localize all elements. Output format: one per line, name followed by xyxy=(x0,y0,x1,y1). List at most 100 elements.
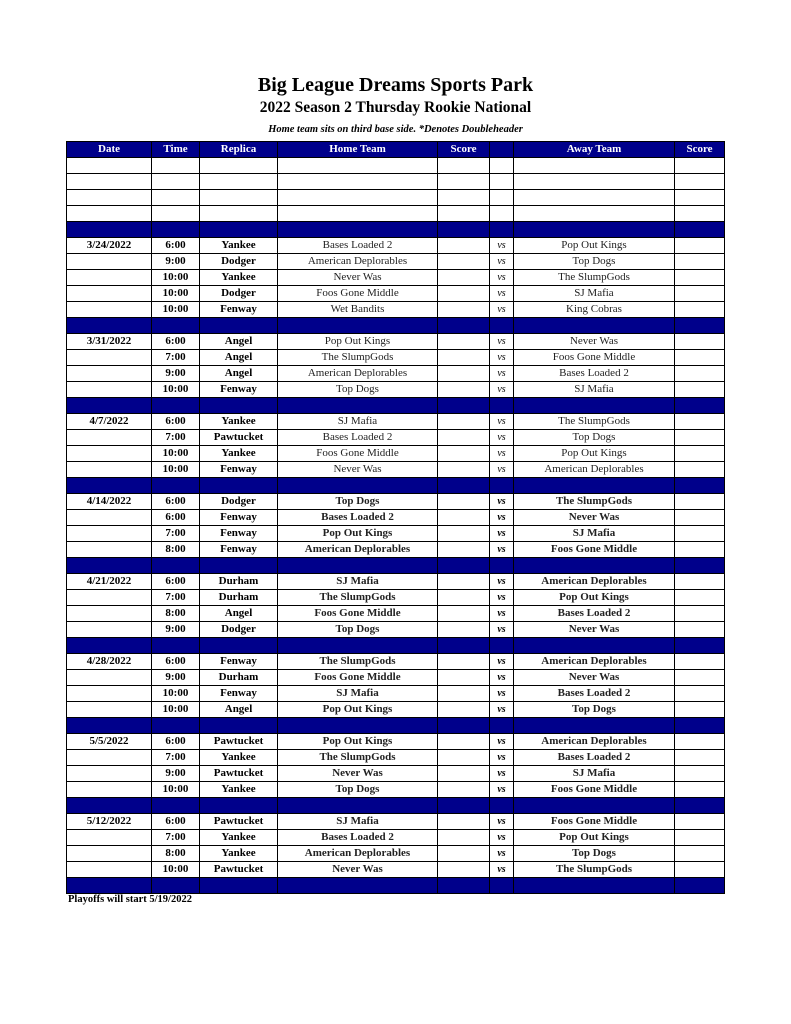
separator-cell xyxy=(437,477,490,494)
home-score-cell xyxy=(437,781,490,798)
blank-cell xyxy=(277,173,438,190)
home-score-cell xyxy=(437,589,490,606)
replica-cell: Yankee xyxy=(199,413,278,430)
blank-cell xyxy=(674,189,725,206)
home-team-cell: The SlumpGods xyxy=(277,589,438,606)
date-cell: 5/12/2022 xyxy=(66,813,152,830)
separator-cell xyxy=(437,221,490,238)
separator-cell xyxy=(66,637,152,654)
vs-cell: vs xyxy=(489,429,514,446)
away-score-cell xyxy=(674,701,725,718)
away-team-cell: Foos Gone Middle xyxy=(513,813,675,830)
separator-cell xyxy=(277,221,438,238)
replica-cell: Yankee xyxy=(199,237,278,254)
away-team-cell: SJ Mafia xyxy=(513,381,675,398)
vs-cell: vs xyxy=(489,445,514,462)
separator-cell xyxy=(513,317,675,334)
date-cell: 4/21/2022 xyxy=(66,573,152,590)
time-cell: 9:00 xyxy=(151,253,200,270)
separator-cell xyxy=(437,877,490,894)
away-team-cell: Foos Gone Middle xyxy=(513,781,675,798)
vs-cell: vs xyxy=(489,813,514,830)
away-score-cell xyxy=(674,733,725,750)
separator-cell xyxy=(199,877,278,894)
vs-cell: vs xyxy=(489,541,514,558)
table-row: 9:00 Angel American Deplorables vs Bases Loa… xyxy=(66,365,725,382)
replica-cell: Angel xyxy=(199,365,278,382)
vs-cell: vs xyxy=(489,413,514,430)
table-row: 3/24/2022 6:00 Yankee Bases Loaded 2 vs Pop O… xyxy=(66,237,725,254)
replica-cell: Fenway xyxy=(199,525,278,542)
home-team-cell: American Deplorables xyxy=(277,253,438,270)
replica-cell: Fenway xyxy=(199,461,278,478)
table-row: 10:00 Angel Pop Out Kings vs Top Dogs xyxy=(66,701,725,718)
table-row: 8:00 Fenway American Deplorables vs Foos Gon… xyxy=(66,541,725,558)
date-cell: 5/5/2022 xyxy=(66,733,152,750)
home-score-cell xyxy=(437,653,490,670)
away-score-cell xyxy=(674,253,725,270)
vs-cell: vs xyxy=(489,589,514,606)
table-row: 9:00 Pawtucket Never Was vs SJ Mafia xyxy=(66,765,725,782)
table-row: 9:00 Durham Foos Gone Middle vs Never Was xyxy=(66,669,725,686)
separator-cell xyxy=(674,717,725,734)
date-cell xyxy=(66,845,152,862)
home-team-cell: SJ Mafia xyxy=(277,685,438,702)
separator-row xyxy=(66,637,725,654)
time-cell: 6:00 xyxy=(151,733,200,750)
away-team-cell: SJ Mafia xyxy=(513,285,675,302)
separator-cell xyxy=(489,557,514,574)
table-row: 10:00 Fenway SJ Mafia vs Bases Loaded 2 xyxy=(66,685,725,702)
blank-cell xyxy=(66,189,152,206)
table-row: 4/14/2022 6:00 Dodger Top Dogs vs The SlumpGo… xyxy=(66,493,725,510)
blank-cell xyxy=(437,189,490,206)
away-score-cell xyxy=(674,461,725,478)
vs-cell: vs xyxy=(489,765,514,782)
home-score-cell xyxy=(437,813,490,830)
table-row: 4/28/2022 6:00 Fenway The SlumpGods vs Americ… xyxy=(66,653,725,670)
table-row: 9:00 Dodger American Deplorables vs Top Dogs xyxy=(66,253,725,270)
blank-cell xyxy=(277,189,438,206)
date-cell: 3/31/2022 xyxy=(66,333,152,350)
time-cell: 9:00 xyxy=(151,621,200,638)
away-team-cell: Pop Out Kings xyxy=(513,445,675,462)
vs-cell: vs xyxy=(489,653,514,670)
home-score-cell xyxy=(437,429,490,446)
date-cell xyxy=(66,525,152,542)
replica-cell: Pawtucket xyxy=(199,429,278,446)
away-team-cell: The SlumpGods xyxy=(513,493,675,510)
date-cell xyxy=(66,365,152,382)
col-time: Time xyxy=(151,141,200,158)
away-score-cell xyxy=(674,653,725,670)
header-note: Home team sits on third base side. *Deno… xyxy=(268,124,523,135)
away-score-cell xyxy=(674,845,725,862)
date-cell xyxy=(66,621,152,638)
home-team-cell: SJ Mafia xyxy=(277,813,438,830)
vs-cell: vs xyxy=(489,573,514,590)
home-team-cell: Pop Out Kings xyxy=(277,525,438,542)
time-cell: 9:00 xyxy=(151,669,200,686)
separator-row xyxy=(66,477,725,494)
time-cell: 7:00 xyxy=(151,525,200,542)
home-team-cell: SJ Mafia xyxy=(277,413,438,430)
home-team-cell: Pop Out Kings xyxy=(277,333,438,350)
table-row: 9:00 Dodger Top Dogs vs Never Was xyxy=(66,621,725,638)
separator-cell xyxy=(277,797,438,814)
vs-cell: vs xyxy=(489,237,514,254)
date-cell xyxy=(66,781,152,798)
away-score-cell xyxy=(674,301,725,318)
home-team-cell: Foos Gone Middle xyxy=(277,285,438,302)
blank-cell xyxy=(513,173,675,190)
home-team-cell: Top Dogs xyxy=(277,493,438,510)
time-cell: 6:00 xyxy=(151,653,200,670)
separator-cell xyxy=(151,397,200,414)
vs-cell: vs xyxy=(489,301,514,318)
time-cell: 6:00 xyxy=(151,413,200,430)
table-row: 10:00 Fenway Never Was vs American Deplorabl… xyxy=(66,461,725,478)
separator-cell xyxy=(674,221,725,238)
home-score-cell xyxy=(437,509,490,526)
away-team-cell: Pop Out Kings xyxy=(513,237,675,254)
vs-cell: vs xyxy=(489,781,514,798)
separator-cell xyxy=(437,797,490,814)
replica-cell: Fenway xyxy=(199,301,278,318)
home-score-cell xyxy=(437,525,490,542)
